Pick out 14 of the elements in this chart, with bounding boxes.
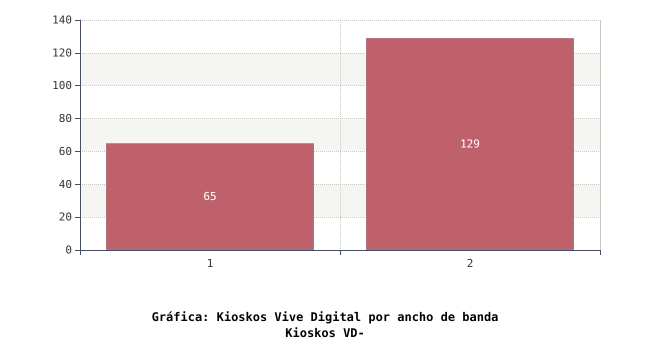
x-tick-label: 2 (466, 257, 474, 270)
data-label: 129 (460, 138, 480, 151)
text: Kioskos VD- (285, 326, 365, 340)
y-tick-label: 20 (58, 210, 72, 224)
y-tick-label: 120 (52, 46, 72, 60)
y-tick-label: 60 (58, 144, 72, 158)
y-tick-label: 0 (65, 244, 72, 256)
x-tick-label: 1 (206, 257, 214, 270)
data-label: 65 (203, 190, 217, 204)
y-tick-label: 40 (58, 178, 72, 191)
text: Gráfica: Kioskos Vive Digital por ancho de banda (152, 310, 498, 324)
y-tick-label: 100 (52, 79, 72, 92)
y-tick-label: 80 (58, 112, 72, 126)
y-tick-label: 140 (52, 14, 72, 26)
